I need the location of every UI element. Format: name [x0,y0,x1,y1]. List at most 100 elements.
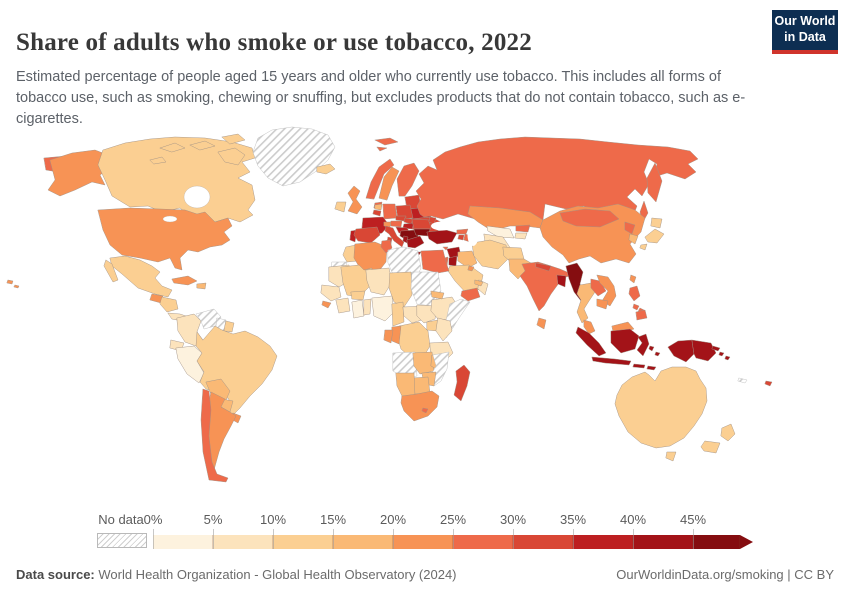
country-turkey[interactable]: Turkey [426,229,458,245]
country-bangladesh[interactable]: Bangladesh [556,274,567,288]
country-namibia[interactable]: Namibia [395,372,416,399]
country-indonesia[interactable]: Indonesia [632,363,646,369]
country-indonesia[interactable]: Indonesia [591,356,632,366]
country-greece[interactable]: Greece [406,235,425,249]
country-germany[interactable]: Germany [382,203,398,220]
country-philippines[interactable]: Philippines [628,285,641,302]
country-australia[interactable]: Australia [665,451,677,462]
country-cyprus[interactable]: Cyprus [442,246,449,251]
country-hungary[interactable]: Hungary [402,222,415,230]
country-indonesia[interactable]: Indonesia [667,339,695,363]
country-south_africa[interactable]: South Africa [400,390,440,422]
country-mongolia[interactable]: Mongolia [559,208,620,228]
legend-color-cell[interactable] [153,535,213,549]
country-egypt[interactable]: Egypt [420,249,450,274]
country-poland[interactable]: Poland [395,204,414,220]
country-solomon[interactable]: Solomon Islands [724,355,731,361]
legend-color-cell[interactable] [693,535,740,549]
country-japan[interactable]: Japan [639,243,648,251]
country-png[interactable]: Papua New Guinea [691,339,717,362]
country-ghana[interactable]: Ghana [351,299,365,319]
country-uzbekistan[interactable]: Uzbekistan [486,225,515,239]
country-norway[interactable]: Norway [374,137,399,146]
country-nigeria[interactable]: Nigeria [371,295,395,322]
legend-color-cell[interactable] [393,535,453,549]
country-iraq[interactable]: Iraq [457,250,478,269]
country-taiwan[interactable]: Taiwan [629,274,637,284]
legend-no-data-swatch[interactable] [97,533,147,548]
country-burkina[interactable]: Burkina Faso [350,290,366,301]
country-japan[interactable]: Japan [644,228,665,244]
country-norway[interactable]: Norway [376,146,388,152]
country-uk[interactable]: United Kingdom [347,185,363,215]
country-philippines[interactable]: Philippines [632,303,640,311]
country-hispaniola[interactable]: Haiti & Dominican Republic [196,282,207,290]
legend-color-cell[interactable] [333,535,393,549]
country-austria[interactable]: Austria [390,220,403,228]
country-cambodia[interactable]: Cambodia [596,298,609,310]
legend-color-cell[interactable] [633,535,693,549]
country-iceland[interactable]: Iceland [316,163,336,175]
country-georgia[interactable]: Georgia [456,228,469,235]
country-mexico[interactable]: Mexico [109,255,173,298]
country-south_korea[interactable]: South Korea [628,233,639,245]
country-nz[interactable]: New Zealand [700,440,721,454]
country-indonesia[interactable]: Indonesia [610,328,640,354]
country-sweden[interactable]: Sweden [378,166,400,201]
country-solomon[interactable]: Solomon Islands [718,351,725,357]
country-fiji[interactable]: Fiji [764,380,773,387]
country-ireland[interactable]: Ireland [334,201,347,213]
country-albania[interactable]: Albania [402,235,409,244]
country-honduras_nicaragua[interactable]: Honduras & Nicaragua [159,296,179,313]
country-usa[interactable]: United States [6,279,14,285]
country-russia[interactable]: Russia [646,162,663,203]
country-togo_benin[interactable]: Togo & Benin [363,298,372,316]
country-nepal[interactable]: Nepal [535,262,552,272]
country-nz[interactable]: New Zealand [720,423,736,442]
country-canada[interactable]: Canada [159,142,186,153]
country-usa[interactable]: United States [47,149,111,197]
country-usa[interactable]: United States [13,284,20,289]
country-australia[interactable]: Australia [614,366,708,449]
country-canada[interactable]: Canada [221,133,246,145]
country-netherlands[interactable]: Netherlands [374,203,383,211]
country-jordan[interactable]: Jordan [448,255,458,267]
country-tajikistan[interactable]: Tajikistan [514,232,528,240]
country-greenland[interactable]: Greenland [252,126,336,187]
country-cameroon[interactable]: Cameroon [391,301,405,327]
country-lesotho[interactable]: Lesotho [421,407,429,414]
country-new_caledonia[interactable]: New Caledonia [737,377,748,384]
country-italy[interactable]: Italy [384,225,405,248]
owid-logo[interactable]: Our World in Data [772,10,838,54]
country-gabon[interactable]: Gabon [383,329,394,344]
country-japan[interactable]: Japan [650,217,663,229]
country-belgium[interactable]: Belgium [372,209,382,217]
country-sierra_leone[interactable]: Sierra Leone [321,300,332,309]
country-kyrgyzstan[interactable]: Kyrgyzstan [515,224,531,233]
country-norway[interactable]: Norway [365,158,395,200]
country-indonesia[interactable]: Indonesia [646,365,657,371]
footer-attribution[interactable]: OurWorldinData.org/smoking | CC BY [616,567,834,582]
country-iran[interactable]: Iran [471,239,509,270]
country-kuwait[interactable]: Kuwait [467,265,475,272]
country-uae[interactable]: United Arab Emirates [474,279,484,287]
country-png[interactable]: Papua New Guinea [711,345,721,352]
country-indonesia[interactable]: Indonesia [654,351,661,357]
country-eritrea[interactable]: Eritrea [430,290,445,300]
country-yemen[interactable]: Yemen [460,287,481,302]
country-malaysia[interactable]: Malaysia [583,319,596,335]
country-canada[interactable]: Canada [97,136,256,223]
country-north_korea[interactable]: North Korea [624,221,636,235]
country-indonesia[interactable]: Indonesia [636,333,650,357]
legend-color-cell[interactable] [513,535,573,549]
country-mexico[interactable]: Mexico [103,259,119,283]
country-indonesia[interactable]: Indonesia [648,345,655,352]
country-chile[interactable]: Chile [200,388,229,483]
country-mozambique[interactable]: Mozambique [430,351,450,387]
legend-color-cell[interactable] [453,535,513,549]
country-brazil[interactable]: Brazil [195,325,278,418]
country-canada[interactable]: Canada [149,156,167,165]
legend-color-cell[interactable] [573,535,633,549]
country-senegal[interactable]: Senegal & Guinea [320,284,342,302]
country-vietnam[interactable]: Vietnam [596,274,617,307]
